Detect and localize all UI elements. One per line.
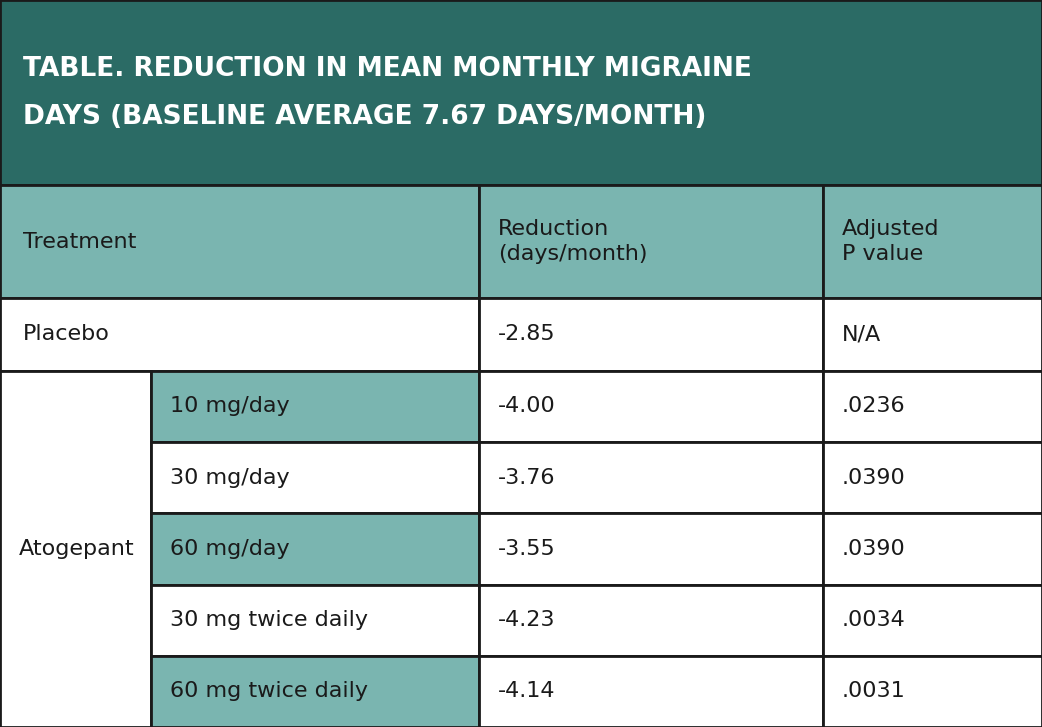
Text: 30 mg twice daily: 30 mg twice daily <box>170 610 368 630</box>
Text: -4.00: -4.00 <box>498 396 555 417</box>
Text: .0236: .0236 <box>842 396 905 417</box>
Bar <box>479 585 823 656</box>
Bar <box>479 656 823 727</box>
Text: N/A: N/A <box>842 324 882 345</box>
Bar <box>823 513 1042 585</box>
Text: Reduction
(days/month): Reduction (days/month) <box>498 220 647 264</box>
Text: .0034: .0034 <box>842 610 905 630</box>
Bar <box>823 371 1042 442</box>
Bar <box>479 513 823 585</box>
Bar <box>823 298 1042 371</box>
Text: Placebo: Placebo <box>23 324 109 345</box>
Text: .0390: .0390 <box>842 467 905 488</box>
Bar <box>823 585 1042 656</box>
Text: 60 mg twice daily: 60 mg twice daily <box>170 681 368 702</box>
Text: DAYS (BASELINE AVERAGE 7.67 DAYS/MONTH): DAYS (BASELINE AVERAGE 7.67 DAYS/MONTH) <box>23 104 706 129</box>
Bar <box>479 371 823 442</box>
Text: .0031: .0031 <box>842 681 905 702</box>
Text: -4.23: -4.23 <box>498 610 555 630</box>
Bar <box>151 371 479 442</box>
Bar <box>479 298 823 371</box>
Text: 10 mg/day: 10 mg/day <box>170 396 290 417</box>
Bar <box>479 185 823 298</box>
Text: .0390: .0390 <box>842 539 905 559</box>
Text: 30 mg/day: 30 mg/day <box>170 467 290 488</box>
Bar <box>0 0 1042 185</box>
Bar <box>0 298 479 371</box>
Text: 60 mg/day: 60 mg/day <box>170 539 290 559</box>
Text: -2.85: -2.85 <box>498 324 555 345</box>
Bar <box>151 656 479 727</box>
Bar <box>0 371 151 727</box>
Bar <box>151 513 479 585</box>
Bar <box>823 185 1042 298</box>
Text: -4.14: -4.14 <box>498 681 555 702</box>
Text: TABLE. REDUCTION IN MEAN MONTHLY MIGRAINE: TABLE. REDUCTION IN MEAN MONTHLY MIGRAIN… <box>23 56 751 81</box>
Text: -3.76: -3.76 <box>498 467 555 488</box>
Bar <box>823 656 1042 727</box>
Bar <box>823 442 1042 513</box>
Text: -3.55: -3.55 <box>498 539 555 559</box>
Text: Adjusted
P value: Adjusted P value <box>842 220 940 264</box>
Bar <box>151 585 479 656</box>
Bar <box>151 442 479 513</box>
Text: Atogepant: Atogepant <box>19 539 134 559</box>
Bar <box>479 442 823 513</box>
Text: Treatment: Treatment <box>23 232 137 252</box>
Bar <box>0 185 479 298</box>
